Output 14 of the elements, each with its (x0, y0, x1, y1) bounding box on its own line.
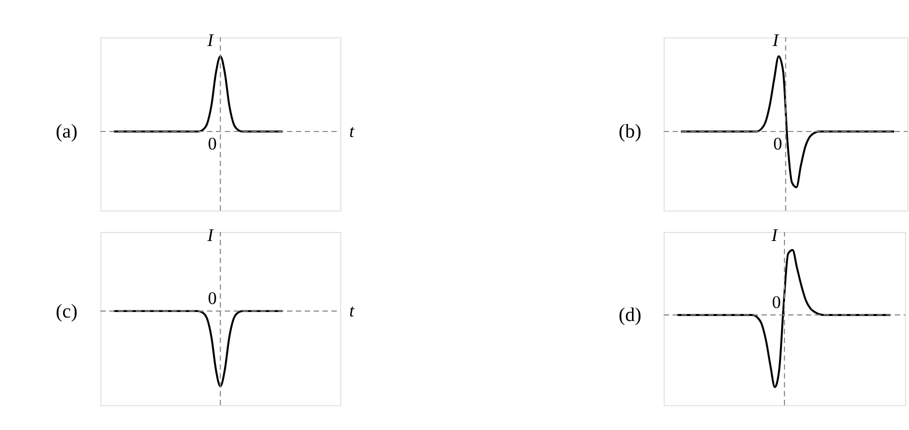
x-axis-title: t (349, 300, 356, 320)
text: (b) (618, 122, 642, 143)
chart-title: (c) (56, 301, 78, 322)
y-axis-title: I (206, 30, 214, 50)
text: 0 (208, 133, 217, 154)
annotation: 0 (773, 133, 782, 154)
annotation: 0 (772, 292, 782, 312)
x-axis-title: t (349, 120, 356, 141)
y-axis-title: I (206, 224, 214, 245)
text: 0 (208, 288, 217, 308)
text: (a) (56, 122, 78, 143)
y-axis-title: I (772, 30, 780, 50)
y-axis-title: I (770, 224, 778, 245)
text: (d) (618, 305, 642, 326)
